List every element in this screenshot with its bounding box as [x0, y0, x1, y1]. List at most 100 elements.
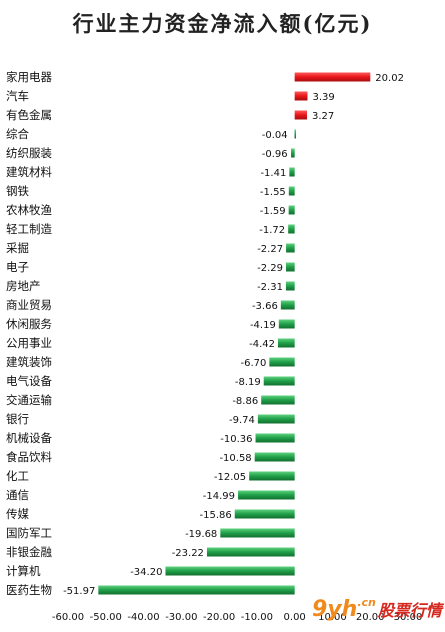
bar-21 [249, 471, 295, 481]
category-label: 电气设备 [6, 374, 52, 388]
value-label: -9.74 [229, 415, 255, 426]
value-label: -3.66 [252, 301, 278, 312]
category-label: 农林牧渔 [6, 203, 52, 217]
x-tick-label: -50.00 [90, 612, 122, 623]
category-label: 计算机 [6, 564, 41, 578]
category-label: 机械设备 [6, 431, 52, 445]
category-label: 纺织服装 [6, 146, 52, 160]
value-label: -2.29 [257, 263, 283, 274]
value-label: -1.55 [260, 187, 286, 198]
value-label: -1.41 [260, 168, 286, 179]
bar-18 [257, 414, 295, 424]
category-label: 采掘 [6, 241, 29, 255]
bar-3 [294, 129, 297, 139]
bar-9 [286, 243, 295, 253]
bar-27 [98, 585, 295, 595]
value-label: -10.36 [220, 434, 252, 445]
bar-11 [285, 281, 295, 291]
category-label: 休闲服务 [6, 317, 52, 331]
category-label: 建筑材料 [6, 165, 52, 179]
value-label: -4.42 [249, 339, 275, 350]
value-label: -1.72 [259, 225, 285, 236]
value-label: -15.86 [200, 510, 232, 521]
category-label: 钢铁 [6, 184, 29, 198]
watermark-logo-text: 9yh [312, 597, 358, 622]
value-label: -14.99 [203, 491, 235, 502]
bar-14 [277, 338, 295, 348]
category-label: 有色金属 [6, 108, 52, 122]
bar-24 [220, 528, 295, 538]
bar-1 [294, 91, 308, 101]
value-label: -8.19 [235, 377, 261, 388]
x-tick-label: 0.00 [284, 612, 306, 623]
watermark-text: 股票行情 [377, 601, 442, 620]
bar-8 [288, 224, 295, 234]
bar-16 [263, 376, 295, 386]
bar-17 [261, 395, 295, 405]
category-label: 国防军工 [6, 526, 52, 540]
value-label: -1.59 [260, 206, 286, 217]
value-label: -34.20 [130, 567, 162, 578]
value-label: -8.86 [232, 396, 258, 407]
bar-0 [294, 72, 371, 82]
category-label: 医药生物 [6, 583, 52, 597]
category-label: 建筑装饰 [6, 355, 52, 369]
category-label: 家用电器 [6, 70, 52, 84]
bar-12 [280, 300, 295, 310]
bar-5 [289, 167, 295, 177]
bar-4 [291, 148, 295, 158]
watermark-domain: .cn [357, 596, 376, 609]
category-label: 电子 [6, 260, 29, 274]
value-label: -19.68 [185, 529, 217, 540]
bar-13 [278, 319, 295, 329]
category-label: 轻工制造 [6, 222, 52, 236]
value-label: 3.27 [312, 111, 334, 122]
x-tick-label: 30.00 [394, 612, 423, 623]
value-label: -10.58 [219, 453, 251, 464]
category-label: 食品饮料 [6, 450, 52, 464]
category-label: 房地产 [6, 279, 41, 293]
category-label: 汽车 [6, 89, 29, 103]
bar-22 [238, 490, 295, 500]
bar-6 [288, 186, 295, 196]
value-label: -51.97 [63, 586, 95, 597]
bar-19 [255, 433, 295, 443]
value-label: -2.31 [257, 282, 283, 293]
category-label: 公用事业 [6, 336, 52, 350]
value-label: -0.96 [262, 149, 288, 160]
x-tick-label: -10.00 [241, 612, 273, 623]
value-label: -2.27 [257, 244, 283, 255]
category-label: 通信 [6, 488, 29, 502]
x-tick-label: -30.00 [165, 612, 197, 623]
bar-2 [294, 110, 308, 120]
x-tick-label: -20.00 [203, 612, 235, 623]
category-label: 商业贸易 [6, 298, 52, 312]
value-label: 20.02 [375, 73, 404, 84]
category-label: 化工 [6, 469, 29, 483]
watermark-logo: 9yh.cn 股票行情 [312, 596, 442, 622]
chart-title: 行业主力资金净流入额(亿元) [72, 11, 373, 36]
bar-23 [234, 509, 295, 519]
value-label: -4.19 [250, 320, 276, 331]
x-tick-label: 20.00 [356, 612, 385, 623]
bar-15 [269, 357, 295, 367]
bar-25 [206, 547, 295, 557]
bar-20 [254, 452, 295, 462]
value-label: -6.70 [240, 358, 266, 369]
bar-10 [286, 262, 295, 272]
category-label: 非银金融 [6, 545, 52, 559]
value-label: -12.05 [214, 472, 246, 483]
bar-7 [288, 205, 295, 215]
value-label: -23.22 [172, 548, 204, 559]
x-tick-label: -60.00 [52, 612, 84, 623]
x-tick-label: -40.00 [127, 612, 159, 623]
value-label: 3.39 [312, 92, 334, 103]
value-label: -0.04 [262, 130, 288, 141]
category-label: 综合 [6, 127, 29, 141]
category-label: 传媒 [6, 507, 29, 521]
x-tick-label: 10.00 [318, 612, 347, 623]
category-label: 银行 [6, 412, 29, 426]
category-label: 交通运输 [6, 393, 52, 407]
bar-26 [165, 566, 295, 576]
